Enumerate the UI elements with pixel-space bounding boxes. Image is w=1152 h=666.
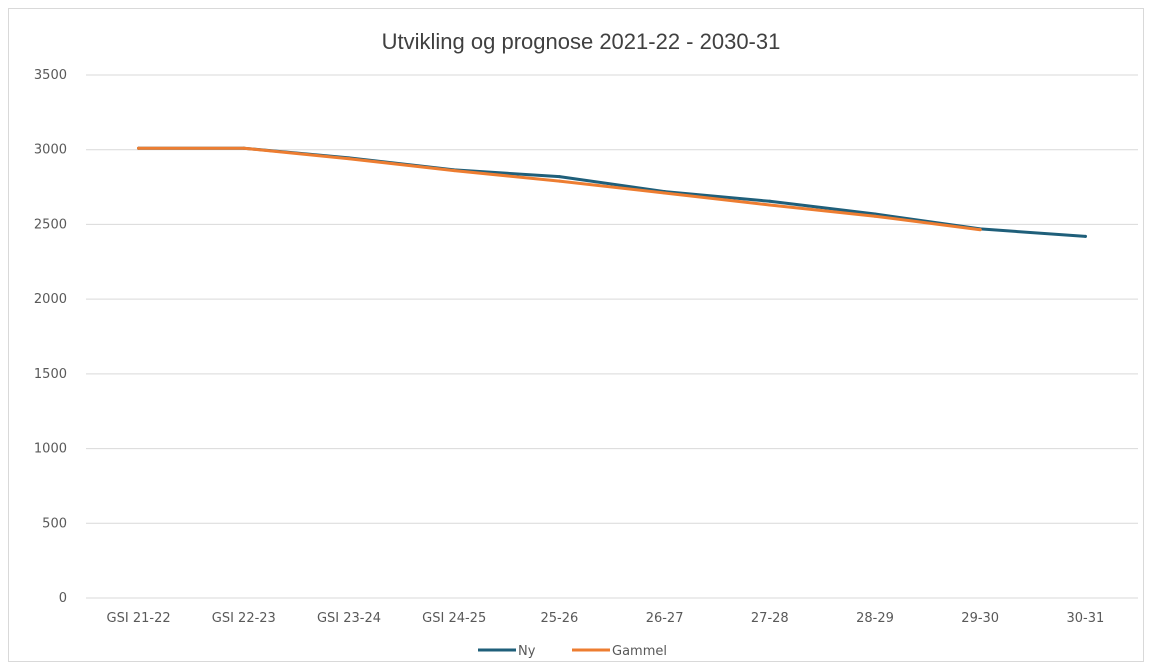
x-tick-label: 25-26 <box>541 611 579 626</box>
data-point-gammel <box>137 146 141 150</box>
y-tick-label: 1000 <box>34 442 67 457</box>
x-tick-label: GSI 24-25 <box>422 611 486 626</box>
y-tick-label: 0 <box>59 591 67 606</box>
x-tick-label: 27-28 <box>751 611 789 626</box>
x-tick-label: GSI 23-24 <box>317 611 381 626</box>
x-tick-label: 26-27 <box>646 611 684 626</box>
legend-label: Ny <box>518 644 536 659</box>
x-tick-label: 28-29 <box>856 611 894 626</box>
x-axis-ticks: GSI 21-22 GSI 22-23 GSI 23-24 GSI 24-25 25-2… <box>107 611 1105 626</box>
data-point-gammel <box>242 146 246 150</box>
data-point-gammel <box>873 214 877 218</box>
legend-label: Gammel <box>612 644 667 659</box>
legend-item: Ny <box>478 644 536 659</box>
data-point-gammel <box>978 228 982 232</box>
data-point-ny <box>1083 234 1087 238</box>
data-point-gammel <box>768 203 772 207</box>
data-point-ny <box>557 175 561 179</box>
data-point-gammel <box>452 169 456 173</box>
y-tick-label: 1500 <box>34 367 67 382</box>
x-tick-label: GSI 22-23 <box>212 611 276 626</box>
data-point-gammel <box>663 191 667 195</box>
chart-frame <box>8 8 1144 662</box>
y-tick-label: 500 <box>42 516 67 531</box>
series-line-gammel <box>137 146 982 232</box>
x-tick-label: GSI 21-22 <box>107 611 171 626</box>
y-tick-label: 3000 <box>34 143 67 158</box>
data-point-gammel <box>347 157 351 161</box>
legend-item: Gammel <box>572 644 667 659</box>
legend: Ny Gammel <box>478 644 667 659</box>
chart-title: Utvikling og prognose 2021-22 - 2030-31 <box>382 29 781 54</box>
x-tick-label: 29-30 <box>961 611 999 626</box>
gridlines <box>86 74 1138 599</box>
y-tick-label: 2500 <box>34 217 67 232</box>
x-tick-label: 30-31 <box>1067 611 1105 626</box>
y-axis-ticks: 0 500 1000 1500 2000 2500 3000 3500 <box>34 68 67 606</box>
data-point-gammel <box>557 179 561 183</box>
y-tick-label: 2000 <box>34 292 67 307</box>
y-tick-label: 3500 <box>34 68 67 83</box>
series-lines <box>137 146 1087 238</box>
data-point-ny <box>768 199 772 203</box>
series-line-ny <box>137 146 1087 238</box>
